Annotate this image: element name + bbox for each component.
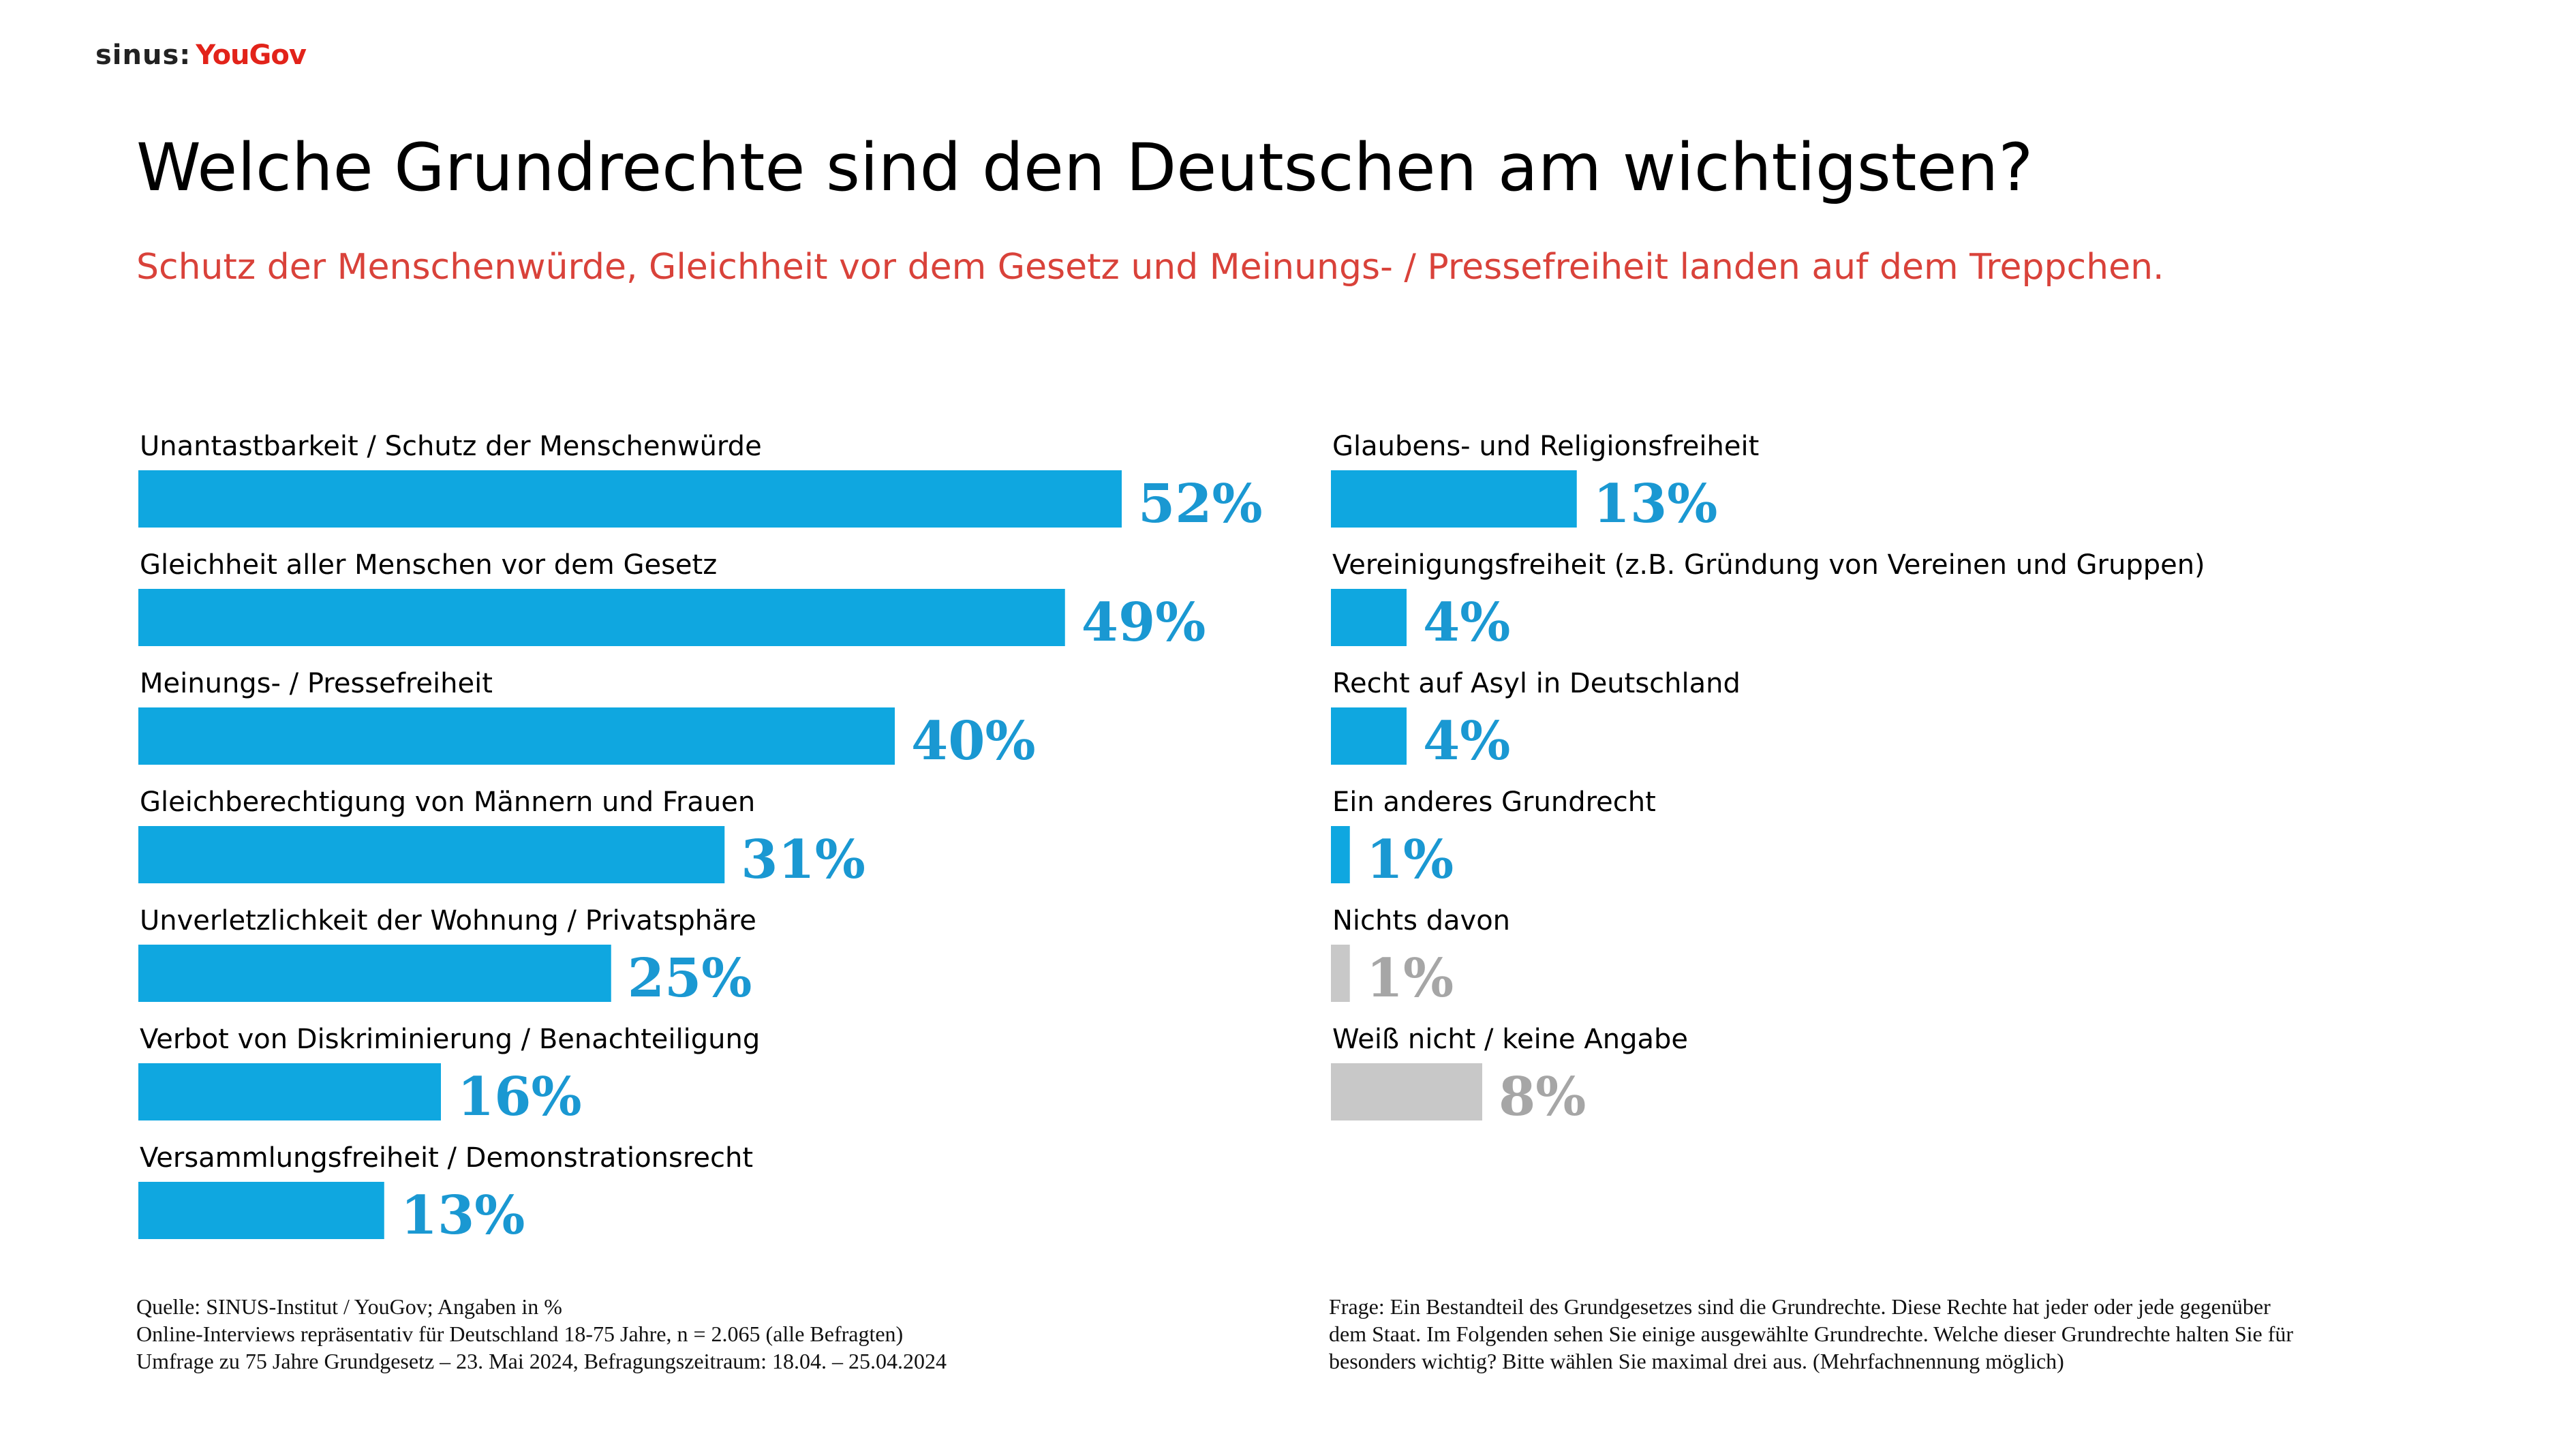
footnote-question-line: dem Staat. Im Folgenden sehen Sie einige… [1329, 1322, 2294, 1346]
value-label: 4% [1423, 710, 1510, 772]
value-label: 8% [1499, 1066, 1586, 1128]
category-label: Ein anderes Grundrecht [1332, 787, 1656, 818]
category-label: Meinungs- / Pressefreiheit [140, 668, 493, 699]
bar [1331, 826, 1350, 883]
category-label: Glaubens- und Religionsfreiheit [1332, 431, 1759, 462]
value-label: 16% [457, 1066, 582, 1128]
bar [1331, 1063, 1482, 1120]
footnote-question-line: besonders wichtig? Bitte wählen Sie maxi… [1329, 1349, 2064, 1373]
footnote-source-line: Quelle: SINUS-Institut / YouGov; Angaben… [136, 1294, 562, 1319]
footnote-question: Frage: Ein Bestandteil des Grundgesetzes… [1329, 1293, 2460, 1375]
bar [138, 470, 1122, 528]
value-label: 25% [628, 947, 752, 1009]
category-label: Vereinigungsfreiheit (z.B. Gründung von … [1332, 549, 2205, 581]
footnote-question-line: Frage: Ein Bestandteil des Grundgesetzes… [1329, 1294, 2271, 1319]
logo-separator: : [179, 40, 191, 71]
bar [1331, 589, 1407, 646]
bar [138, 707, 895, 765]
value-label: 4% [1423, 592, 1510, 654]
category-label: Weiß nicht / keine Angabe [1332, 1024, 1688, 1055]
page-subtitle: Schutz der Menschenwürde, Gleichheit vor… [136, 247, 2164, 288]
bar [138, 1063, 441, 1120]
category-label: Recht auf Asyl in Deutschland [1332, 668, 1741, 699]
page-title: Welche Grundrechte sind den Deutschen am… [136, 129, 2034, 206]
logo-yougov-text: YouGov [196, 40, 307, 71]
category-label: Gleichberechtigung von Männern und Fraue… [140, 787, 755, 818]
value-label: 1% [1366, 829, 1454, 891]
bar [1331, 945, 1350, 1002]
value-label: 40% [911, 710, 1036, 772]
value-label: 49% [1082, 592, 1206, 654]
value-label: 1% [1366, 947, 1454, 1009]
sinus-yougov-logo: sinus: YouGov [95, 40, 307, 71]
category-label: Unantastbarkeit / Schutz der Menschenwür… [140, 431, 762, 462]
category-label: Verbot von Diskriminierung / Benachteili… [140, 1024, 760, 1055]
value-label: 31% [741, 829, 865, 891]
bar [138, 1182, 384, 1239]
bar [138, 589, 1065, 646]
footnote-source-line: Umfrage zu 75 Jahre Grundgesetz – 23. Ma… [136, 1349, 947, 1373]
value-label: 13% [1593, 473, 1718, 535]
bar [1331, 470, 1577, 528]
footnote-source-line: Online-Interviews repräsentativ für Deut… [136, 1322, 904, 1346]
value-label: 13% [401, 1185, 525, 1247]
value-label: 52% [1138, 473, 1263, 535]
bar [138, 945, 611, 1002]
category-label: Gleichheit aller Menschen vor dem Gesetz [140, 549, 717, 581]
bar [1331, 707, 1407, 765]
category-label: Unverletzlichkeit der Wohnung / Privatsp… [140, 905, 756, 936]
logo-sinus-text: sinus [95, 40, 180, 71]
bar [138, 826, 725, 883]
category-label: Nichts davon [1332, 905, 1510, 936]
footnote-source: Quelle: SINUS-Institut / YouGov; Angaben… [136, 1293, 947, 1375]
category-label: Versammlungsfreiheit / Demonstrationsrec… [140, 1142, 753, 1174]
